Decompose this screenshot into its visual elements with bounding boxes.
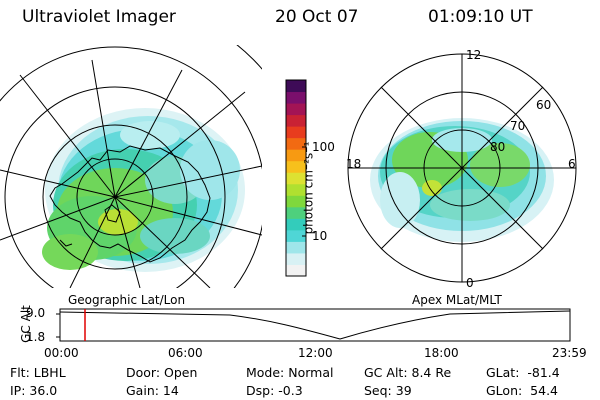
left-latitude-circles	[0, 45, 262, 288]
colorbar-cell	[286, 114, 306, 127]
info-dsp: Dsp: -0.3	[246, 383, 303, 398]
right-map-caption: Apex MLat/MLT	[412, 293, 502, 307]
colorbar-cell	[286, 229, 306, 242]
colorbar-cell	[286, 126, 306, 139]
colorbar-cell	[286, 103, 306, 116]
colorbar-cell	[286, 252, 306, 265]
colorbar-unit-text: photon cm⁻²s⁻¹	[301, 141, 316, 235]
mlt-label-0: 0	[466, 276, 474, 290]
info-glon: GLon: 54.4	[486, 383, 558, 398]
colorbar	[285, 79, 307, 277]
colorbar-tick-100: 100	[312, 140, 335, 154]
mlat-label-80: 80	[490, 140, 506, 154]
info-gain: Gain: 14	[126, 383, 179, 398]
mlt-label-18: 18	[346, 157, 362, 171]
colorbar-tick-10: 10	[312, 229, 328, 243]
magnetic-map	[347, 53, 577, 283]
colorbar-cell	[286, 195, 306, 208]
colorbar-unit-label: photon cm⁻²s⁻¹	[301, 142, 315, 235]
left-map-caption: Geographic Lat/Lon	[68, 293, 186, 307]
colorbar-cell	[286, 183, 306, 196]
altitude-curve	[59, 310, 571, 340]
info-door: Door: Open	[126, 365, 198, 380]
info-seq: Seq: 39	[364, 383, 412, 398]
timeline-x-tick-4: 23:59	[552, 346, 587, 360]
colorbar-cell	[286, 218, 306, 231]
colorbar-cell	[286, 80, 306, 93]
observation-time: 01:09:10 UT	[428, 7, 533, 27]
colorbar-cell	[286, 172, 306, 185]
mlt-label-6: 6	[568, 157, 576, 171]
mlat-label-70: 70	[510, 119, 526, 133]
geographic-map	[0, 45, 262, 288]
timeline-x-tick-0: 00:00	[44, 346, 79, 360]
colorbar-cell	[286, 264, 306, 277]
info-gc-alt: GC Alt: 8.4 Re	[364, 365, 452, 380]
colorbar-cell	[286, 241, 306, 254]
timeline-x-tick-1: 06:00	[168, 346, 203, 360]
left-coastline	[49, 145, 211, 263]
left-aurora-image	[42, 108, 245, 272]
info-mode: Mode: Normal	[246, 365, 334, 380]
instrument-title: Ultraviolet Imager	[22, 7, 176, 27]
colorbar-cell	[286, 149, 306, 162]
timeline-x-tick-3: 18:00	[424, 346, 459, 360]
colorbar-cell	[286, 91, 306, 104]
timeline-y-tick-high: 9.0	[26, 306, 46, 320]
left-meridians	[0, 59, 262, 288]
mlt-label-12: 12	[466, 48, 482, 62]
observation-date: 20 Oct 07	[275, 7, 359, 27]
info-ip: IP: 36.0	[10, 383, 58, 398]
timeline-y-tick-low: 1.8	[26, 330, 46, 344]
info-glat: GLat: -81.4	[486, 365, 560, 380]
altitude-timeline	[56, 308, 571, 342]
colorbar-cell	[286, 206, 306, 219]
mlat-label-60: 60	[536, 98, 552, 112]
timeline-x-tick-2: 12:00	[298, 346, 333, 360]
info-filter: Flt: LBHL	[10, 365, 66, 380]
colorbar-cell	[286, 137, 306, 150]
colorbar-cell	[286, 160, 306, 173]
